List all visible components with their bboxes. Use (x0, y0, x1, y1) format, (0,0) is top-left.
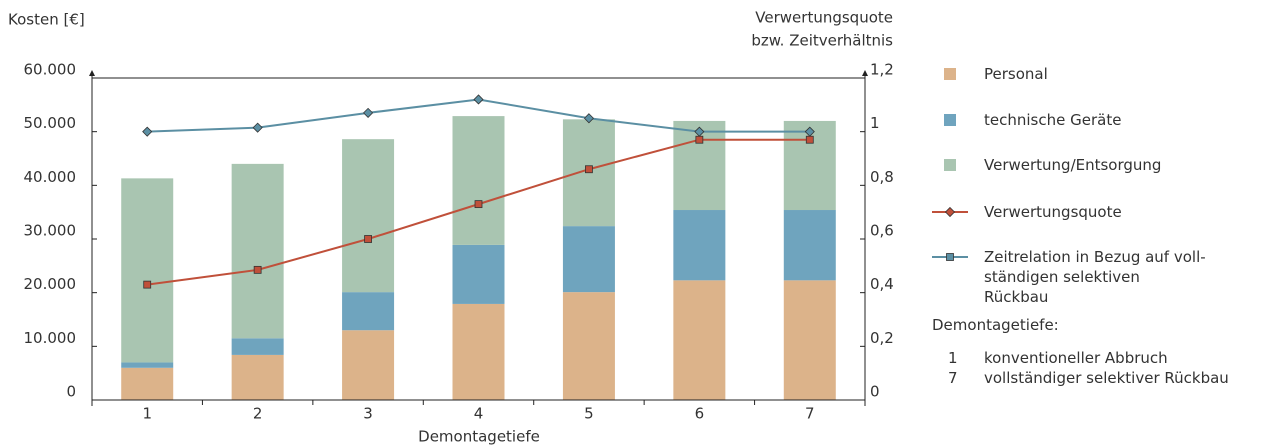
legend-swatch (944, 159, 956, 171)
bar (673, 210, 726, 281)
note-text: vollständiger selektiver Rückbau (984, 369, 1229, 387)
y2-tick-label: 1 (870, 114, 880, 132)
x-tick-label: 6 (695, 405, 705, 423)
note-text: konventioneller Abbruch (984, 349, 1168, 367)
y2-tick-label: 1,2 (870, 61, 894, 79)
bar (562, 226, 615, 293)
legend-swatch (944, 68, 956, 80)
y-tick-label: 0 (66, 383, 76, 401)
bar (342, 330, 395, 400)
line-marker (694, 126, 705, 137)
x-tick-label: 2 (253, 405, 263, 423)
x-tick-label: 7 (805, 405, 815, 423)
y2-tick-label: 0,6 (870, 222, 894, 240)
legend-marker (946, 253, 954, 261)
legend-swatch (944, 114, 956, 126)
note-key: 1 (948, 349, 958, 367)
bar (673, 280, 726, 400)
y-tick-label: 10.000 (24, 329, 77, 347)
line-marker (695, 135, 704, 144)
bar (231, 338, 284, 355)
bar (452, 116, 505, 245)
x-tick-label: 5 (584, 405, 594, 423)
bar (121, 367, 174, 400)
bar (783, 280, 836, 400)
bar (452, 303, 505, 400)
x-axis-label: Demontagetiefe (418, 428, 540, 446)
y-axis-label: Kosten [€] (8, 11, 85, 29)
y2-axis-label: bzw. Zeitverhältnis (751, 32, 893, 50)
line-marker (363, 107, 374, 118)
legend-label: Verwertungsquote (984, 203, 1122, 221)
legend-label: Personal (984, 65, 1048, 83)
legend-label: Verwertung/Entsorgung (984, 156, 1162, 174)
bar (783, 210, 836, 281)
line-marker (364, 235, 372, 243)
bar (121, 362, 174, 368)
legend-label: technische Geräte (984, 111, 1122, 129)
note-key: 7 (948, 369, 958, 387)
legend-marker (944, 206, 956, 218)
note-title: Demontagetiefe: (932, 316, 1059, 334)
line-marker (583, 113, 594, 124)
line-marker (805, 135, 814, 144)
x-tick-label: 1 (142, 405, 152, 423)
x-tick-label: 4 (474, 405, 484, 423)
line-marker (143, 280, 152, 289)
bar (452, 244, 505, 304)
axis-arrow (89, 70, 95, 76)
line-marker (252, 122, 263, 133)
bar (562, 292, 615, 400)
y-tick-label: 20.000 (24, 275, 77, 293)
y2-tick-label: 0 (870, 383, 880, 401)
line-marker (585, 165, 593, 174)
axis-arrow (862, 70, 868, 76)
line-marker (804, 126, 815, 137)
y2-axis-label: Verwertungsquote (755, 9, 893, 27)
y-tick-label: 40.000 (24, 168, 77, 186)
y-tick-label: 60.000 (24, 61, 77, 79)
bar (121, 178, 174, 363)
legend-label: Zeitrelation in Bezug auf voll­ständigen… (984, 248, 1206, 306)
bar (231, 354, 284, 400)
bar (342, 292, 395, 331)
line-marker (474, 200, 483, 209)
y-tick-label: 30.000 (24, 222, 77, 240)
line-marker (473, 94, 484, 105)
y2-tick-label: 0,4 (870, 275, 894, 293)
x-tick-label: 3 (363, 405, 373, 423)
y2-tick-label: 0,2 (870, 329, 894, 347)
bar (231, 163, 284, 339)
line-marker (253, 265, 262, 274)
line-marker (142, 126, 153, 137)
bar (342, 139, 395, 293)
y-tick-label: 50.000 (24, 114, 77, 132)
y2-tick-label: 0,8 (870, 168, 894, 186)
